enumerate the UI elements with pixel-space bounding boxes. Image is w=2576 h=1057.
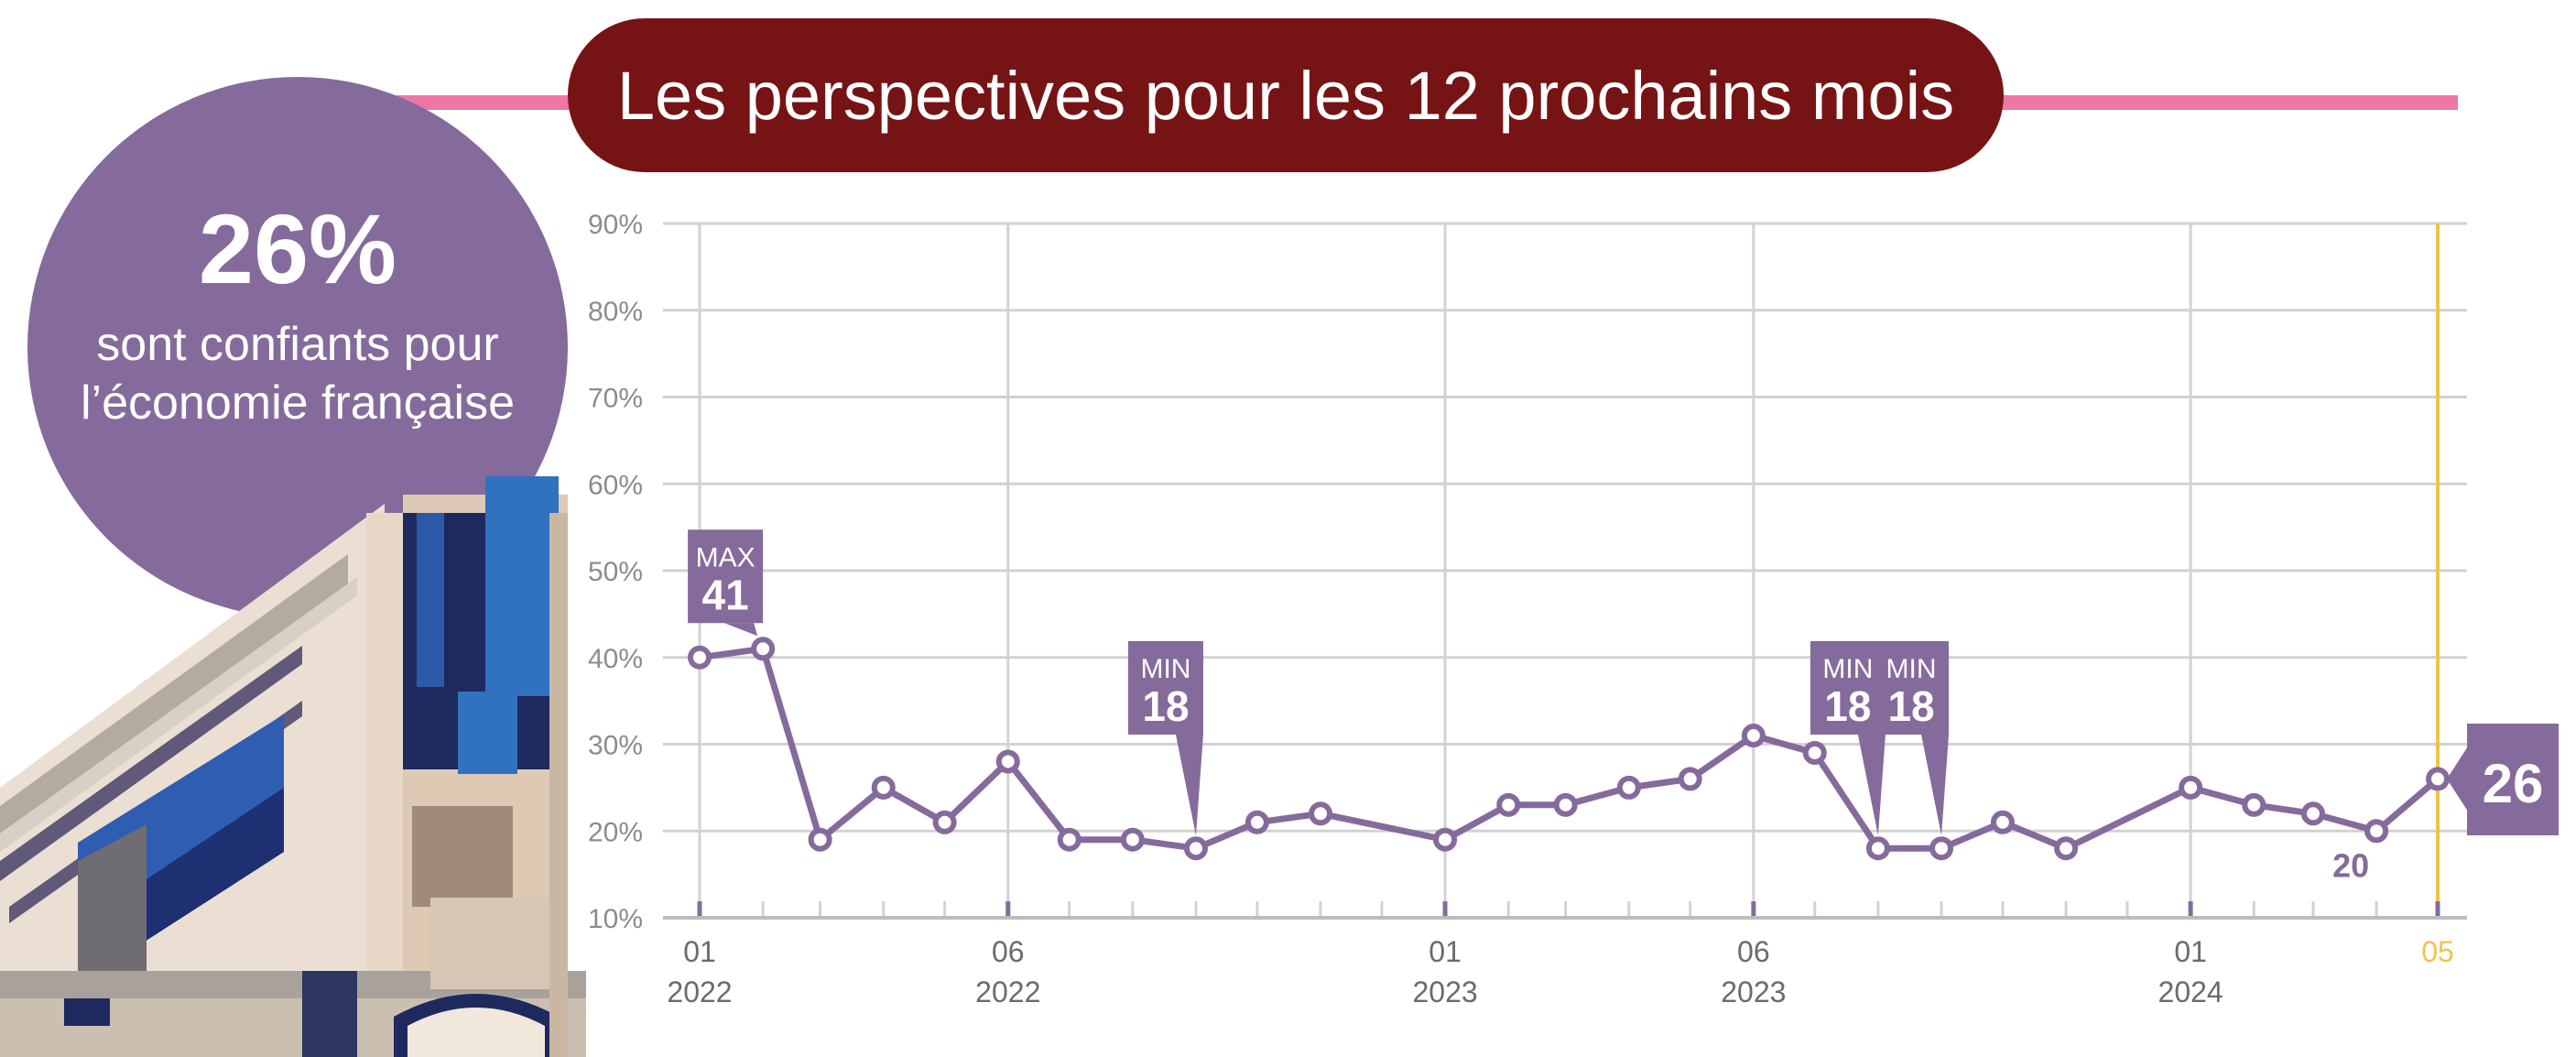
callout-value: 18 bbox=[1887, 682, 1934, 730]
y-tick-label: 20% bbox=[588, 817, 643, 847]
data-point bbox=[688, 645, 712, 670]
data-point bbox=[1496, 792, 1521, 817]
x-tick-month: 01 bbox=[683, 935, 716, 968]
data-point bbox=[1616, 775, 1641, 800]
data-point bbox=[1678, 767, 1702, 791]
data-point bbox=[995, 749, 1020, 774]
data-point bbox=[871, 775, 896, 800]
callout-tail bbox=[724, 623, 758, 637]
kpi-caption-line1: sont confiants pour bbox=[96, 318, 499, 371]
data-point bbox=[1120, 827, 1145, 852]
data-point bbox=[1990, 810, 2015, 834]
chart-series bbox=[699, 645, 2440, 852]
y-tick-label: 50% bbox=[588, 557, 643, 587]
title-banner: Les perspectives pour les 12 prochains m… bbox=[568, 18, 2004, 172]
data-point bbox=[2300, 801, 2325, 826]
kpi-value: 26% bbox=[198, 193, 397, 304]
last-value-badge bbox=[2467, 724, 2559, 835]
callout-box bbox=[688, 529, 764, 624]
x-tick-year: 2023 bbox=[1721, 975, 1786, 1008]
callout-box bbox=[1810, 641, 1886, 735]
data-point bbox=[1433, 827, 1458, 852]
callout-label: MIN bbox=[1822, 654, 1873, 684]
data-point bbox=[2426, 767, 2450, 791]
x-tick-month: 06 bbox=[992, 935, 1025, 968]
page-title: Les perspectives pour les 12 prochains m… bbox=[616, 57, 1955, 134]
y-tick-label: 10% bbox=[588, 904, 643, 934]
x-tick-month: 06 bbox=[1737, 935, 1770, 968]
data-point bbox=[1309, 801, 1333, 826]
y-tick-label: 90% bbox=[588, 210, 643, 240]
data-point bbox=[1245, 810, 1269, 834]
callout-tail bbox=[1921, 735, 1950, 836]
callout-label: MIN bbox=[1140, 654, 1190, 684]
y-tick-label: 60% bbox=[588, 470, 643, 500]
data-point bbox=[2054, 836, 2079, 861]
kpi-caption-line2: l’économie française bbox=[80, 376, 516, 430]
chart-axes: 10% 20% 30% 40% 50% 60% 70% 80% 90% 01 2022 06 2022 0… bbox=[588, 210, 2467, 1008]
data-point bbox=[1865, 836, 1890, 861]
data-point bbox=[932, 810, 957, 834]
y-tick-label: 70% bbox=[588, 384, 643, 414]
x-tick-month: 01 bbox=[1429, 935, 1462, 968]
data-point bbox=[1929, 836, 1954, 861]
callout-value: 18 bbox=[1142, 682, 1189, 730]
callout-box bbox=[1874, 641, 1950, 735]
data-point bbox=[808, 827, 832, 852]
series-line bbox=[699, 645, 2440, 852]
x-tick-year: 2024 bbox=[2158, 975, 2223, 1008]
x-tick-month: 05 bbox=[2421, 935, 2454, 968]
data-point bbox=[2242, 792, 2266, 817]
callout-label: MAX bbox=[696, 542, 755, 572]
last-value-label: 26 bbox=[2483, 753, 2544, 814]
chart-points bbox=[688, 637, 2450, 861]
callout-tail bbox=[1857, 735, 1886, 836]
building-illustration bbox=[0, 476, 586, 1057]
callout-value: 18 bbox=[1824, 682, 1871, 730]
data-point bbox=[1741, 724, 1766, 748]
badge-pointer bbox=[2447, 747, 2467, 811]
y-tick-label: 30% bbox=[588, 731, 643, 761]
callout-value: 41 bbox=[702, 571, 749, 618]
point-label: 20 bbox=[2332, 846, 2369, 884]
callout-box bbox=[1127, 641, 1203, 735]
x-tick-year: 2022 bbox=[667, 975, 732, 1008]
x-tick-year: 2023 bbox=[1412, 975, 1477, 1008]
data-point bbox=[751, 637, 776, 661]
callout-label: MIN bbox=[1886, 654, 1937, 684]
y-tick-label: 80% bbox=[588, 297, 643, 327]
x-tick-month: 01 bbox=[2174, 935, 2207, 968]
data-point bbox=[1553, 792, 1578, 817]
kpi-caption: sont confiants pour l’économie française bbox=[27, 315, 568, 432]
data-point bbox=[2364, 819, 2389, 844]
data-point bbox=[1183, 836, 1208, 861]
data-point bbox=[2179, 775, 2203, 800]
data-point bbox=[1057, 827, 1081, 852]
callout-tail bbox=[1175, 735, 1203, 836]
x-tick-year: 2022 bbox=[975, 975, 1040, 1008]
data-point bbox=[1802, 740, 1827, 765]
y-tick-label: 40% bbox=[588, 644, 643, 674]
